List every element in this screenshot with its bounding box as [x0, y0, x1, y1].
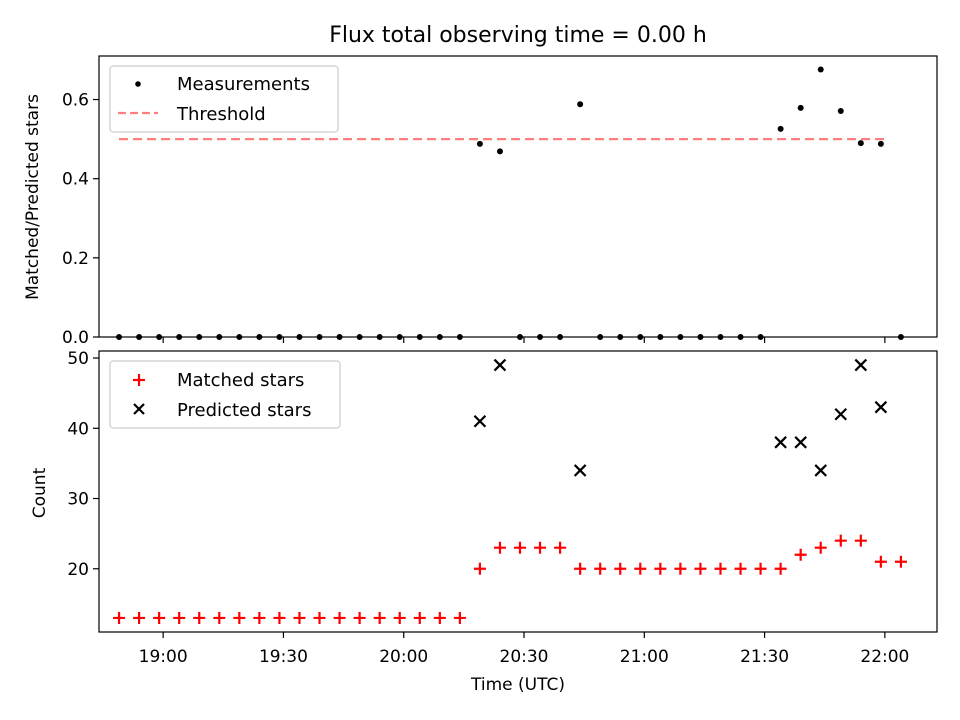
- matched-stars-point: [113, 611, 126, 624]
- bottom-y-tick-label: 30: [67, 490, 89, 510]
- predicted-legend-label: Predicted stars: [177, 400, 311, 421]
- matched-legend-label: Matched stars: [177, 370, 304, 391]
- top-legend-box: [109, 65, 339, 133]
- x-tick-label: 22:00: [860, 647, 909, 667]
- bottom-axes-frame: [98, 350, 938, 633]
- matched-stars-point: [594, 562, 607, 575]
- measurements-point: [877, 140, 884, 147]
- matched-stars-point: [614, 562, 627, 575]
- bottom-y-axis-label: Count: [30, 467, 50, 518]
- top-y-axis-label: Matched/Predicted stars: [23, 94, 43, 300]
- bottom-y-tick-label: 50: [67, 349, 89, 369]
- matched-stars-point: [714, 562, 727, 575]
- matched-stars-point: [654, 562, 667, 575]
- measurements-legend-label: Measurements: [177, 74, 310, 95]
- matched-stars-point: [393, 611, 406, 624]
- matched-stars-point: [834, 534, 847, 547]
- measurements-legend-marker: [135, 81, 141, 87]
- matched-stars-point: [894, 555, 907, 568]
- measurements-point: [837, 108, 844, 115]
- predicted-stars-point: [874, 400, 888, 414]
- matched-stars-point: [574, 562, 587, 575]
- matched-stars-point: [554, 541, 567, 554]
- measurements-point: [857, 140, 864, 147]
- x-tick-label: 19:30: [259, 647, 308, 667]
- matched-stars-point: [754, 562, 767, 575]
- bottom-y-tick-label: 20: [67, 560, 89, 580]
- matched-stars-point: [233, 611, 246, 624]
- top-plot-area: [116, 66, 904, 340]
- predicted-stars-point: [493, 358, 507, 372]
- matched-stars-point: [694, 562, 707, 575]
- top-y-tick-label: 0.6: [62, 91, 89, 111]
- matched-stars-point: [794, 548, 807, 561]
- matched-stars-point: [534, 541, 547, 554]
- measurements-point: [797, 104, 804, 111]
- matched-stars-point: [173, 611, 186, 624]
- measurements-point: [777, 125, 784, 132]
- predicted-stars-point: [573, 464, 587, 477]
- top-y-tick-label: 0.2: [62, 249, 89, 269]
- matched-stars-point: [133, 611, 146, 624]
- x-tick-label: 21:00: [620, 647, 669, 667]
- measurements-point: [577, 101, 584, 108]
- matched-stars-point: [293, 611, 306, 624]
- bottom-legend: Matched stars Predicted stars: [109, 360, 341, 429]
- matched-stars-point: [373, 611, 386, 624]
- x-tick-label: 19:00: [139, 647, 188, 667]
- predicted-stars-point: [473, 414, 487, 428]
- predicted-stars-point: [814, 464, 827, 477]
- matched-stars-point: [774, 562, 787, 575]
- matched-stars-point: [333, 611, 346, 624]
- matched-stars-point: [413, 611, 426, 624]
- measurements-point: [496, 148, 503, 155]
- bottom-y-tick-label: 40: [67, 419, 89, 439]
- measurements-point: [476, 140, 483, 147]
- bottom-x-axis: 19:00 19:30 20:00 20:30 21:00 21:30 22:00: [139, 632, 909, 667]
- predicted-stars-point: [834, 407, 848, 421]
- matched-legend-marker: [133, 374, 145, 386]
- x-tick-label: 21:30: [740, 647, 789, 667]
- chart-title: Flux total observing time = 0.00 h: [329, 23, 707, 48]
- predicted-stars-point: [794, 436, 807, 449]
- x-tick-label: 20:00: [379, 647, 428, 667]
- top-axes-frame: [98, 55, 938, 338]
- matched-stars-point: [634, 562, 647, 575]
- bottom-y-axis: 20 30 40 50: [67, 349, 99, 580]
- matched-stars-point: [814, 541, 827, 554]
- bottom-legend-box: [109, 360, 341, 429]
- measurements-point: [817, 66, 824, 73]
- predicted-stars-point: [774, 436, 787, 449]
- matched-stars-point: [193, 611, 206, 624]
- matched-stars-point: [153, 611, 166, 624]
- predicted-stars-point: [854, 358, 868, 372]
- matched-stars-point: [493, 541, 506, 554]
- x-axis-label: Time (UTC): [470, 675, 565, 695]
- matched-stars-point: [253, 611, 266, 624]
- matched-stars-point: [514, 541, 527, 554]
- matched-stars-point: [473, 562, 486, 575]
- matched-stars-point: [734, 562, 747, 575]
- matched-stars-point: [353, 611, 366, 624]
- top-y-tick-label: 0.4: [62, 170, 89, 190]
- predicted-legend-marker: [133, 403, 145, 415]
- threshold-legend-label: Threshold: [176, 104, 266, 125]
- matched-stars-point: [433, 611, 446, 624]
- top-legend: Measurements Threshold: [109, 65, 339, 133]
- x-tick-label: 20:30: [500, 647, 549, 667]
- top-y-axis: 0.0 0.2 0.4 0.6: [62, 91, 99, 348]
- top-x-axis: [162, 337, 886, 343]
- matched-stars-point: [874, 555, 887, 568]
- matched-stars-point: [273, 611, 286, 624]
- matched-stars-point: [453, 611, 466, 624]
- top-y-tick-label: 0.0: [62, 328, 89, 348]
- bottom-plot-area: [113, 358, 907, 624]
- matched-stars-point: [313, 611, 326, 624]
- matched-stars-point: [854, 534, 867, 547]
- matched-stars-point: [674, 562, 687, 575]
- matched-stars-point: [213, 611, 226, 624]
